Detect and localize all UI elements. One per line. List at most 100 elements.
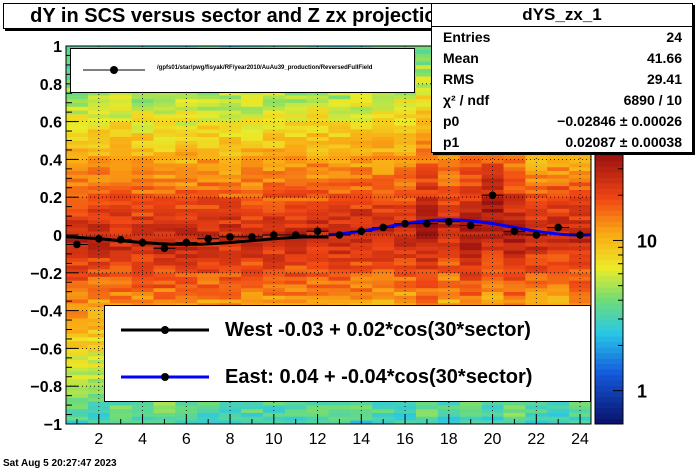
colorbar-cell [595, 188, 623, 195]
colorbar-cell [595, 204, 623, 211]
legend-entry-west: West -0.03 + 0.02*cos(30*sector) [105, 310, 590, 350]
colorbar-cell [595, 407, 623, 414]
data-point [138, 238, 147, 247]
colorbar-cell [595, 352, 623, 359]
colorbar-cell [595, 303, 623, 310]
colorbar-cell [595, 402, 623, 408]
colorbar-cell [595, 237, 623, 244]
colorbar-cell [595, 391, 623, 397]
x-tick-label: 4 [138, 431, 147, 448]
y-axis: −1 −0.8 −0.6 −0.4 −0.2 0 0.2 0.4 0.6 0.8 1 [30, 39, 78, 434]
stats-row-entries: Entries 24 [443, 29, 682, 45]
stats-row-chi2: χ² / ndf 6890 / 10 [443, 92, 682, 108]
colorbar-cell [595, 418, 623, 425]
y-tick-label: −0.4 [30, 304, 62, 321]
legend-fits: West -0.03 + 0.02*cos(30*sector) East: 0… [104, 305, 591, 402]
colorbar-cell [595, 385, 623, 392]
colorbar: 1 10 [594, 149, 657, 425]
data-point [204, 234, 212, 243]
y-tick-label: 0.2 [40, 190, 62, 207]
colorbar-cell [595, 193, 623, 200]
colorbar-cell [595, 336, 623, 343]
colorbar-cell [595, 265, 623, 271]
y-tick-label: 0.8 [40, 77, 62, 94]
x-tick-label: 24 [571, 431, 589, 448]
colorbar-cell [595, 199, 623, 206]
legend-entry-east: East: 0.04 + -0.04*cos(30*sector) [105, 357, 590, 397]
colorbar-cell [595, 177, 623, 184]
y-tick-label: 1 [53, 39, 62, 56]
data-point [270, 231, 278, 239]
colorbar-cell [595, 330, 623, 337]
legend-west-label: West -0.03 + 0.02*cos(30*sector) [225, 319, 531, 341]
data-point [357, 227, 366, 236]
colorbar-cell [595, 319, 623, 326]
colorbar-cell [595, 314, 623, 321]
data-point [576, 231, 584, 239]
fit-curve-east [328, 218, 592, 237]
colorbar-cell [595, 182, 623, 189]
data-point [532, 231, 541, 239]
colorbar-cell [595, 254, 623, 260]
y-tick-label: −1 [44, 417, 62, 434]
colorbar-tick-label: 1 [637, 382, 647, 402]
colorbar-cell [595, 232, 623, 239]
colorbar-cell [595, 166, 623, 173]
y-tick-label: 0.4 [40, 152, 62, 169]
stats-row-p0: p0 −0.02846 ± 0.00026 [443, 113, 682, 129]
stats-row-rms: RMS 29.41 [443, 71, 682, 87]
colorbar-cell [595, 171, 623, 178]
colorbar-cell [595, 243, 623, 250]
colorbar-cell [595, 308, 623, 315]
colorbar-cell [595, 287, 623, 293]
data-point [445, 217, 453, 226]
y-tick-label: −0.2 [30, 266, 62, 283]
data-point [226, 233, 234, 241]
data-points [66, 191, 591, 253]
data-point [182, 238, 191, 247]
colorbar-cell [595, 259, 623, 266]
legend-east-marker [121, 373, 209, 381]
colorbar-cell [595, 325, 623, 332]
data-point [466, 221, 475, 230]
colorbar-cell [595, 363, 623, 370]
colorbar-cell [595, 380, 623, 387]
x-tick-label: 6 [182, 431, 191, 448]
x-tick-label: 10 [265, 431, 283, 448]
colorbar-cell [595, 374, 623, 381]
x-tick-label: 12 [309, 431, 327, 448]
data-point [116, 235, 125, 244]
data-point [73, 240, 81, 249]
legend-east-label: East: 0.04 + -0.04*cos(30*sector) [225, 366, 533, 388]
legend-top: /gpfs01/star/pwg/fisyak/RF/year2010/AuAu… [70, 48, 415, 93]
legend-top-label: /gpfs01/star/pwg/fisyak/RF/year2010/AuAu… [157, 65, 373, 71]
colorbar-cell [595, 347, 623, 354]
timestamp: Sat Aug 5 20:27:47 2023 [3, 458, 117, 469]
x-tick-label: 14 [352, 431, 370, 448]
colorbar-cell [595, 292, 623, 299]
colorbar-cell [595, 248, 623, 255]
legend-top-marker [83, 66, 145, 74]
data-point [488, 191, 497, 200]
data-point [95, 234, 103, 243]
x-tick-label: 18 [440, 431, 458, 448]
y-tick-label: −0.8 [30, 379, 62, 396]
data-point [313, 227, 322, 236]
stats-title: dYS_zx_1 [432, 4, 692, 27]
data-point [379, 223, 387, 232]
colorbar-cell [595, 226, 623, 233]
colorbar-cell [595, 215, 623, 222]
colorbar-cell [595, 358, 623, 365]
colorbar-cell [595, 369, 623, 376]
data-point [510, 227, 519, 236]
stats-row-p1: p1 0.02087 ± 0.00038 [443, 134, 682, 150]
data-point [554, 223, 562, 232]
colorbar-cell [595, 221, 623, 228]
stats-box: dYS_zx_1 Entries 24 Mean 41.66 RMS 29.41 χ²… [431, 3, 693, 153]
colorbar-cell [595, 281, 623, 288]
colorbar-cell [595, 160, 623, 167]
colorbar-cell [595, 297, 623, 304]
data-point [423, 219, 431, 228]
legend-west-marker [121, 326, 209, 334]
data-point [401, 219, 409, 228]
